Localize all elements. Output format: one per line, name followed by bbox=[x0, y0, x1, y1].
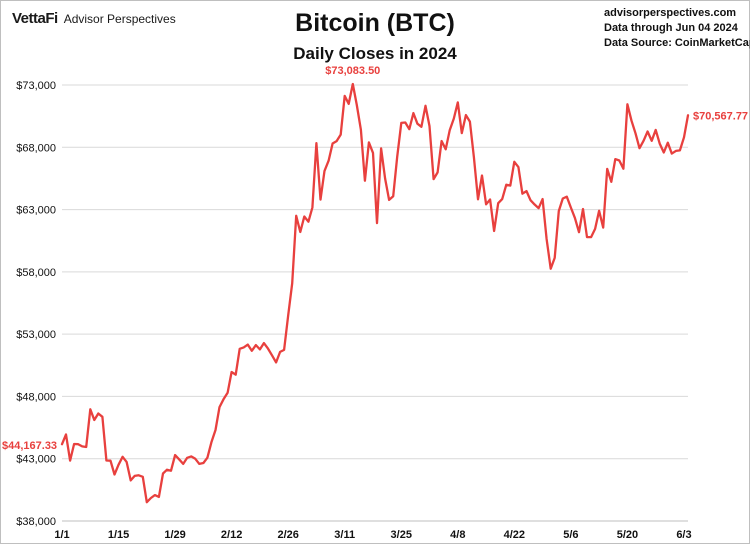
x-axis: 1/1 1/15 1/29 2/12 2/26 3/11 3/25 4/8 4/22 5/6 5/2… bbox=[54, 520, 692, 541]
y-tick-label: $48,000 bbox=[16, 391, 56, 403]
annotations: $44,167.33 $73,083.50 $70,567.77 bbox=[2, 65, 748, 452]
x-tick-label: 4/8 bbox=[450, 529, 465, 541]
value-annotation: $44,167.33 bbox=[2, 440, 57, 452]
x-tick-label: 2/26 bbox=[277, 529, 298, 541]
data-source: Data Source: CoinMarketCap bbox=[604, 37, 750, 49]
brand-name: Advisor Perspectives bbox=[63, 12, 176, 26]
y-tick-label: $43,000 bbox=[16, 454, 56, 466]
value-annotation: $73,083.50 bbox=[325, 65, 380, 77]
gridlines bbox=[62, 84, 688, 522]
y-axis: $38,000 $43,000 $48,000 $53,000 $58,000 $63,0… bbox=[16, 80, 56, 528]
y-tick-label: $38,000 bbox=[16, 516, 56, 528]
vettafi-logo: VettaFi bbox=[12, 10, 58, 27]
chart-subtitle: Daily Closes in 2024 bbox=[293, 44, 457, 63]
source-block: advisorperspectives.com Data through Jun… bbox=[604, 6, 750, 51]
x-tick-label: 5/20 bbox=[617, 529, 638, 541]
x-tick-label: 4/22 bbox=[504, 529, 525, 541]
title-block: Bitcoin (BTC) Daily Closes in 2024 bbox=[0, 8, 750, 66]
source-site: advisorperspectives.com bbox=[604, 7, 737, 19]
x-tick-label: 2/12 bbox=[221, 529, 242, 541]
series-group bbox=[60, 82, 690, 504]
x-tick-label: 3/11 bbox=[334, 529, 355, 541]
chart-title: Bitcoin (BTC) bbox=[295, 9, 455, 37]
value-annotation: $70,567.77 bbox=[693, 110, 748, 122]
x-tick-label: 3/25 bbox=[391, 529, 412, 541]
x-tick-label: 5/6 bbox=[563, 529, 578, 541]
y-tick-label: $63,000 bbox=[16, 205, 56, 217]
x-tick-label: 1/15 bbox=[108, 529, 129, 541]
x-tick-label: 1/1 bbox=[54, 529, 69, 541]
y-tick-label: $73,000 bbox=[16, 80, 56, 92]
y-tick-label: $58,000 bbox=[16, 267, 56, 279]
btc-price-line bbox=[60, 82, 690, 504]
y-tick-label: $53,000 bbox=[16, 329, 56, 341]
brand: VettaFi Advisor Perspectives bbox=[12, 10, 176, 27]
y-tick-label: $68,000 bbox=[16, 142, 56, 154]
data-through: Data through Jun 04 2024 bbox=[604, 22, 738, 34]
x-tick-label: 6/3 bbox=[676, 529, 691, 541]
x-tick-label: 1/29 bbox=[164, 529, 185, 541]
